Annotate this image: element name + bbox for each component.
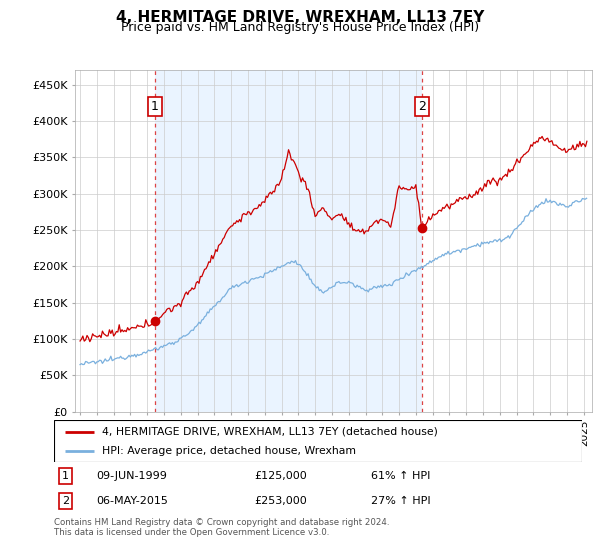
Text: £125,000: £125,000 [254, 471, 307, 481]
Text: 27% ↑ HPI: 27% ↑ HPI [371, 496, 430, 506]
Text: 2: 2 [62, 496, 69, 506]
Text: Price paid vs. HM Land Registry's House Price Index (HPI): Price paid vs. HM Land Registry's House … [121, 21, 479, 34]
Text: 2: 2 [418, 100, 425, 113]
Text: 09-JUN-1999: 09-JUN-1999 [96, 471, 167, 481]
Text: 61% ↑ HPI: 61% ↑ HPI [371, 471, 430, 481]
Text: 4, HERMITAGE DRIVE, WREXHAM, LL13 7EY (detached house): 4, HERMITAGE DRIVE, WREXHAM, LL13 7EY (d… [101, 427, 437, 437]
Text: Contains HM Land Registry data © Crown copyright and database right 2024.
This d: Contains HM Land Registry data © Crown c… [54, 518, 389, 538]
Text: 1: 1 [62, 471, 69, 481]
Text: £253,000: £253,000 [254, 496, 307, 506]
Text: 06-MAY-2015: 06-MAY-2015 [96, 496, 168, 506]
Text: 4, HERMITAGE DRIVE, WREXHAM, LL13 7EY: 4, HERMITAGE DRIVE, WREXHAM, LL13 7EY [116, 10, 484, 25]
Text: 1: 1 [151, 100, 158, 113]
Bar [155, 70, 422, 412]
Text: HPI: Average price, detached house, Wrexham: HPI: Average price, detached house, Wrex… [101, 446, 356, 456]
